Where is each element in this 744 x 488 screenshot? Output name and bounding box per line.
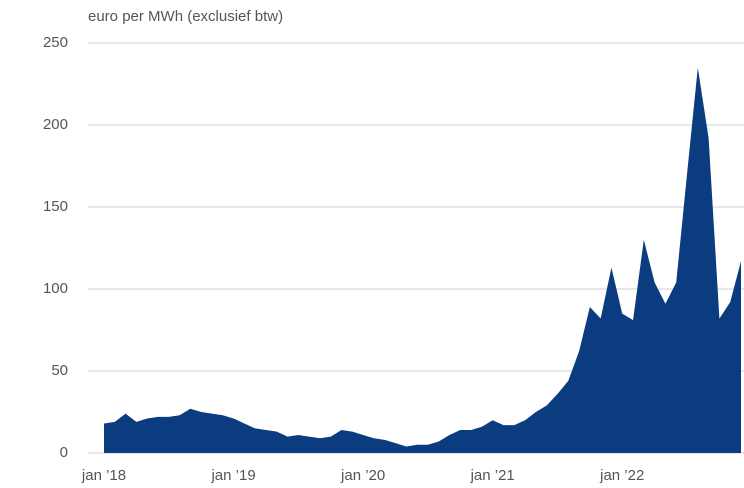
x-tick-label: jan ’19 (210, 467, 255, 484)
y-tick-label: 250 (43, 34, 68, 51)
x-tick-label: jan ’22 (599, 467, 644, 484)
y-tick-label: 0 (60, 444, 68, 461)
y-tick-label: 100 (43, 280, 68, 297)
y-axis-label: euro per MWh (exclusief btw) (88, 8, 283, 25)
y-tick-label: 150 (43, 198, 68, 215)
x-tick-label: jan ’20 (340, 467, 385, 484)
area (104, 67, 741, 453)
x-tick-label: jan ’18 (81, 467, 126, 484)
x-tick-label: jan ’21 (470, 467, 515, 484)
y-tick-label: 50 (51, 362, 68, 379)
y-tick-label: 200 (43, 116, 68, 133)
